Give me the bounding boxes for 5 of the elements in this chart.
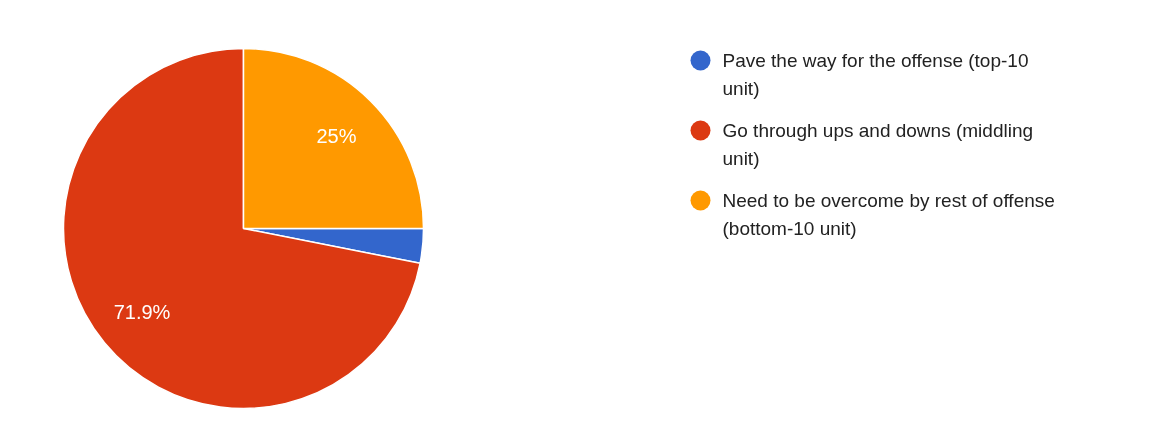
- data-label: 25%: [316, 124, 357, 147]
- legend-label: Need to be overcome by rest of offense (bottom-10 unit): [722, 190, 1055, 239]
- legend-label: Go through ups and downs (middling unit): [722, 120, 1034, 169]
- data-label: 71.9%: [113, 300, 171, 323]
- legend-label: Pave the way for the offense (top-10 unit): [722, 50, 1029, 99]
